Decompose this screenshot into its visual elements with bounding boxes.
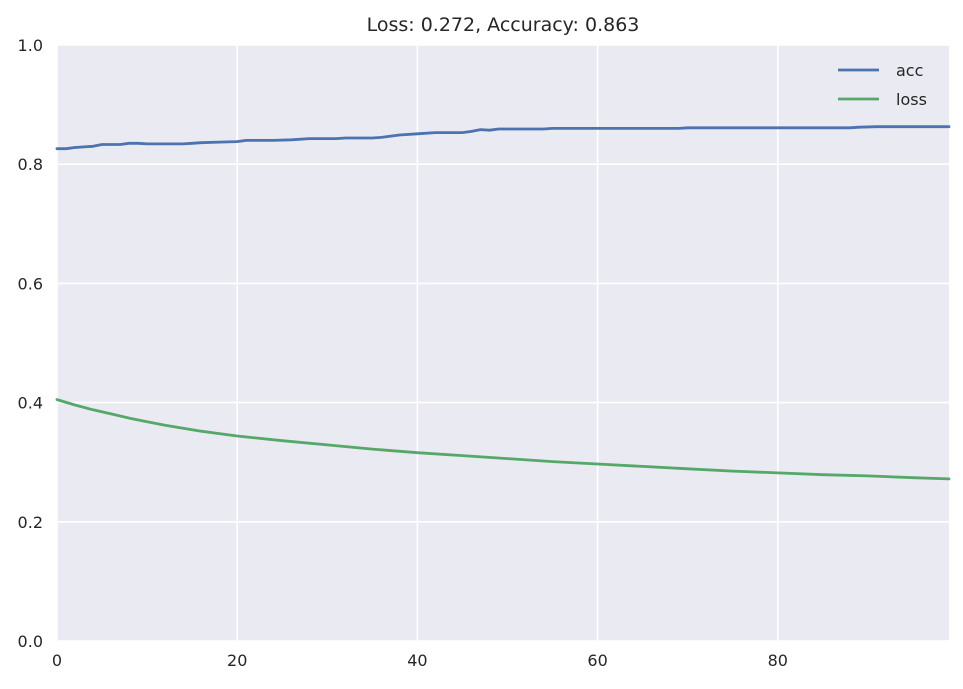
- legend-label-acc: acc: [896, 61, 923, 80]
- x-tick-label: 0: [52, 651, 62, 670]
- vertical-grid-lines: [56, 45, 779, 641]
- y-tick-label: 1.0: [18, 36, 43, 55]
- plot-background: [57, 45, 949, 641]
- y-tick-label: 0.0: [18, 632, 43, 651]
- y-axis-tick-labels: 0.0 0.2 0.4 0.6 0.8 1.0: [18, 36, 43, 651]
- x-tick-label: 60: [587, 651, 607, 670]
- x-tick-label: 40: [407, 651, 427, 670]
- series-lines: [55, 125, 951, 481]
- series-line-loss: [55, 398, 951, 481]
- chart-title: Loss: 0.272, Accuracy: 0.863: [367, 14, 640, 36]
- y-tick-label: 0.6: [18, 274, 43, 293]
- y-tick-label: 0.8: [18, 155, 43, 174]
- y-tick-label: 0.4: [18, 394, 43, 413]
- y-tick-label: 0.2: [18, 513, 43, 532]
- x-axis-tick-labels: 0 20 40 60 80: [52, 651, 788, 670]
- series-line-acc: [55, 125, 951, 151]
- horizontal-grid-lines: [57, 44, 949, 642]
- legend: acc loss: [838, 61, 927, 109]
- x-tick-label: 80: [768, 651, 788, 670]
- x-tick-label: 20: [227, 651, 247, 670]
- legend-label-loss: loss: [896, 90, 927, 109]
